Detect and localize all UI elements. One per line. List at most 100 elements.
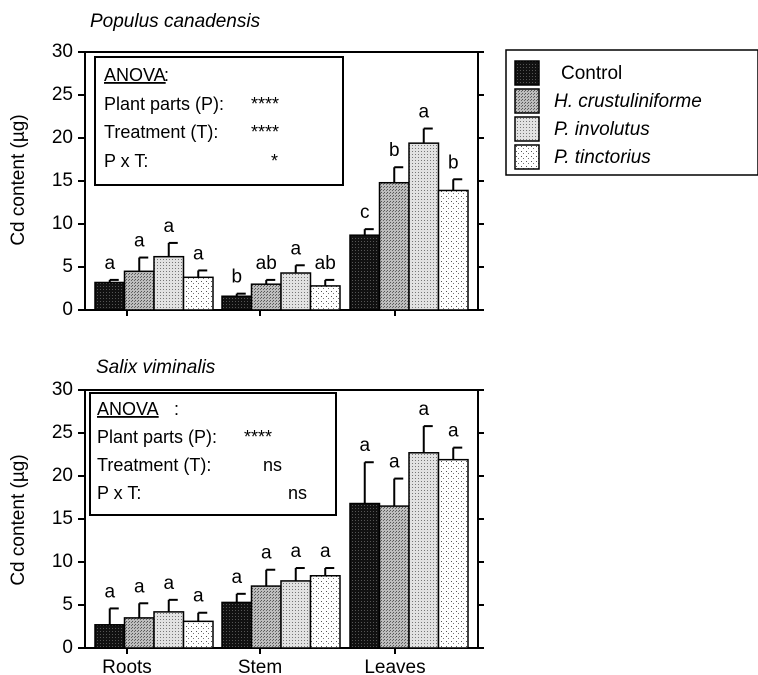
- anova-row-value-populus: ****: [251, 122, 279, 142]
- y-tick-label: 30: [52, 379, 73, 400]
- y-tick-label: 15: [52, 170, 73, 191]
- anova-heading-populus: ANOVA: [104, 65, 166, 85]
- significance-letter: a: [418, 399, 429, 420]
- legend-swatch-p-involutus: [514, 116, 540, 142]
- significance-letter: b: [389, 140, 400, 161]
- significance-letter: ab: [315, 253, 336, 274]
- significance-letter: a: [359, 435, 370, 456]
- y-tick-label: 5: [62, 594, 73, 615]
- significance-letter: a: [290, 238, 301, 259]
- y-axis-label-populus: Cd content (µg): [8, 114, 29, 245]
- bar: [309, 575, 341, 649]
- legend-label-control: Control: [561, 63, 622, 84]
- legend-frame: [505, 49, 758, 176]
- bar: [378, 505, 410, 649]
- y-axis-ticks-salix: 0 5 10 15 20 25 30: [52, 379, 484, 658]
- bar: [408, 142, 440, 311]
- anova-row-label-salix: Treatment (T):: [97, 455, 211, 475]
- legend-label-p-tinctorius: P. tinctorius: [554, 147, 651, 168]
- x-axis-labels-salix: Roots Stem Leaves: [102, 657, 425, 675]
- significance-letter: a: [290, 541, 301, 562]
- bar: [153, 255, 185, 311]
- x-category-label: Roots: [102, 657, 152, 675]
- significance-letter: a: [320, 541, 331, 562]
- bar: [349, 234, 381, 311]
- y-axis-label-salix: Cd content (µg): [8, 454, 29, 585]
- significance-letter: ab: [256, 253, 277, 274]
- bar: [250, 585, 282, 649]
- significance-letter: a: [448, 421, 459, 442]
- significance-letter: a: [134, 231, 145, 252]
- bar: [123, 617, 155, 649]
- y-tick-label: 20: [52, 465, 73, 486]
- legend: Control H. crustuliniforme P. involutus …: [505, 49, 758, 176]
- anova-row-label-populus: Plant parts (P):: [104, 94, 224, 114]
- anova-colon-salix: :: [174, 399, 179, 419]
- anova-box-salix: ANOVA : Plant parts (P): **** Treatment …: [89, 392, 337, 516]
- significance-letter: a: [389, 452, 400, 473]
- y-tick-label: 25: [52, 84, 73, 105]
- significance-letter: a: [418, 102, 429, 123]
- x-category-label: Stem: [238, 657, 282, 675]
- significance-letter: a: [193, 243, 204, 264]
- anova-row-value-salix: ****: [244, 427, 272, 447]
- chart-salix: Salix viminalis Cd content (µg) 0 5 10 15 20…: [8, 357, 484, 675]
- significance-letter: b: [231, 267, 242, 288]
- legend-label-p-involutus: P. involutus: [554, 119, 650, 140]
- bar: [94, 624, 126, 649]
- y-tick-label: 0: [62, 299, 73, 320]
- legend-swatch-h-crustuliniforme: [514, 88, 540, 114]
- anova-row-value-populus: *: [271, 151, 278, 171]
- y-tick-label: 20: [52, 127, 73, 148]
- bar: [437, 458, 469, 649]
- y-tick-label: 10: [52, 551, 73, 572]
- bar: [153, 611, 185, 649]
- significance-letter: a: [231, 567, 242, 588]
- significance-letter: a: [261, 543, 272, 564]
- bar: [280, 580, 312, 649]
- chart-title-populus: Populus canadensis: [90, 11, 261, 32]
- significance-letter: c: [360, 202, 370, 223]
- significance-letter: a: [163, 573, 174, 594]
- bar: [408, 452, 440, 649]
- chart-title-salix: Salix viminalis: [96, 357, 216, 378]
- anova-row-value-salix: ns: [263, 455, 282, 475]
- significance-letter: b: [448, 152, 459, 173]
- anova-row-label-salix: Plant parts (P):: [97, 427, 217, 447]
- anova-heading-salix: ANOVA: [97, 399, 159, 419]
- bar: [349, 502, 381, 649]
- y-tick-label: 25: [52, 422, 73, 443]
- significance-letter: a: [104, 253, 115, 274]
- anova-frame-salix: [89, 392, 337, 516]
- anova-row-label-salix: P x T:: [97, 483, 141, 503]
- significance-letter: a: [193, 586, 204, 607]
- bar: [182, 276, 214, 311]
- bar: [94, 281, 126, 311]
- bar: [437, 189, 469, 311]
- legend-swatch-p-tinctorius: [514, 144, 540, 170]
- bar: [123, 270, 155, 311]
- y-axis-ticks-populus: 0 5 10 15 20 25 30: [52, 41, 484, 320]
- y-tick-label: 30: [52, 41, 73, 62]
- y-tick-label: 10: [52, 213, 73, 234]
- bar: [309, 285, 341, 311]
- y-tick-label: 0: [62, 637, 73, 658]
- anova-colon-populus: :: [164, 65, 169, 85]
- legend-swatch-control: [514, 60, 540, 86]
- anova-row-label-populus: P x T:: [104, 151, 148, 171]
- bar: [221, 295, 253, 311]
- significance-letter: a: [104, 581, 115, 602]
- anova-frame-populus: [94, 56, 344, 186]
- bar: [378, 181, 410, 311]
- bar: [250, 283, 282, 311]
- significance-letter: a: [134, 576, 145, 597]
- y-tick-label: 5: [62, 256, 73, 277]
- anova-row-value-salix: ns: [288, 483, 307, 503]
- anova-row-label-populus: Treatment (T):: [104, 122, 218, 142]
- anova-row-value-populus: ****: [251, 94, 279, 114]
- y-tick-label: 15: [52, 508, 73, 529]
- bar: [280, 272, 312, 311]
